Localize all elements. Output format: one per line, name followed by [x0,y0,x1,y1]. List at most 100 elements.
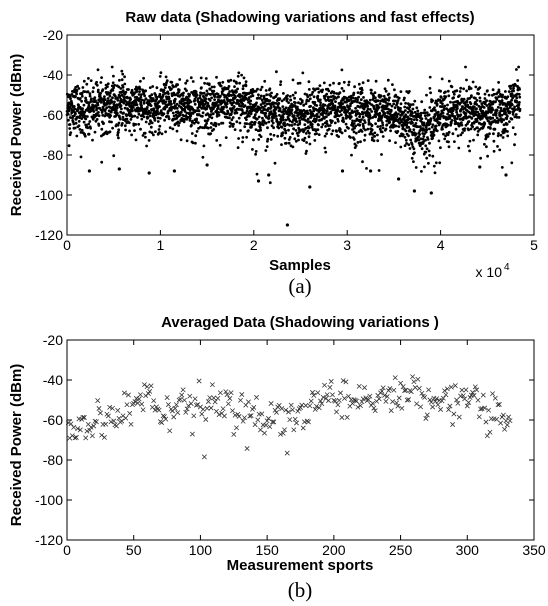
data-point [143,131,147,135]
data-point [112,154,116,158]
data-point [458,90,462,93]
data-point-x-marker [83,435,89,441]
data-point [216,92,220,96]
data-point-x-marker [500,412,506,418]
data-point [417,112,420,116]
data-point [235,81,239,85]
data-point [337,95,340,99]
data-point [227,80,231,83]
data-point [499,133,503,137]
data-point [77,124,81,128]
data-point [381,126,385,130]
data-point-x-marker [164,395,170,401]
data-point [227,85,231,88]
data-point-x-marker [415,376,421,382]
data-point [467,120,471,123]
data-point [77,119,81,123]
data-point-x-marker [454,397,460,403]
data-point-x-marker [189,431,195,437]
data-point [106,97,110,100]
data-point [472,105,476,109]
data-point [275,70,278,74]
data-point [92,86,95,90]
data-point [237,137,241,140]
data-point [67,101,71,105]
x-tick-label: 5 [530,237,538,253]
data-point [372,139,376,143]
data-point [136,107,140,110]
data-point [253,120,257,124]
data-point [129,97,133,101]
data-point [195,117,199,121]
data-point [76,84,79,88]
data-point [203,119,207,123]
data-point-x-marker [220,406,226,412]
data-point [291,93,295,97]
data-point [446,133,450,137]
data-point [473,127,477,131]
data-point-x-marker [236,413,242,419]
data-point [212,127,216,131]
data-point [356,141,360,144]
data-point [266,126,269,130]
data-point-x-marker [87,427,93,433]
data-point [213,95,217,98]
data-point-x-marker [175,410,181,416]
data-point-x-marker [330,392,335,398]
data-point [513,105,516,109]
data-point [157,112,160,116]
data-point [392,102,396,106]
data-point-x-marker [460,393,466,399]
data-point [491,116,495,120]
data-point [250,120,254,124]
data-point-x-marker [201,454,207,460]
data-point-x-marker [84,428,90,434]
data-point-x-marker [152,407,158,413]
data-point-x-marker [299,402,305,408]
data-point-x-marker [187,393,193,399]
data-point [232,101,236,104]
data-point-x-marker [423,416,429,421]
data-point [409,103,413,107]
data-point-x-marker [467,394,473,400]
y-tick-label: -60 [43,412,63,428]
data-point [91,138,94,142]
data-point-x-marker [145,391,151,397]
data-point [361,112,365,116]
data-point [501,93,504,97]
data-point [171,93,174,97]
data-point [198,94,202,97]
data-point [138,90,141,93]
data-point [251,94,255,98]
data-point [217,104,220,107]
data-point [428,154,431,157]
data-point [167,117,171,121]
data-point [404,101,407,105]
data-point [368,114,372,117]
data-point-x-marker [442,388,448,394]
data-point [139,79,142,83]
data-point [148,130,152,134]
data-point-x-marker [184,406,190,412]
data-point [278,107,282,111]
data-point-x-marker [161,414,167,420]
data-point [378,111,382,115]
data-point-x-marker [139,401,145,407]
data-point [454,127,458,131]
data-point-x-marker [123,415,129,421]
data-point-x-marker [239,392,245,397]
data-point [229,98,233,102]
data-point [193,97,197,101]
data-point [409,138,413,142]
data-point [107,99,110,103]
data-point [100,160,104,164]
data-point [232,79,236,83]
data-point [80,99,83,103]
x-tick-label: 200 [322,542,346,558]
data-point [498,148,502,152]
data-point [175,106,179,110]
data-point [94,99,97,102]
data-point [347,83,350,87]
chart-b-title: Averaged Data (Shadowing variations ) [161,314,439,331]
data-point-x-marker [204,405,210,411]
